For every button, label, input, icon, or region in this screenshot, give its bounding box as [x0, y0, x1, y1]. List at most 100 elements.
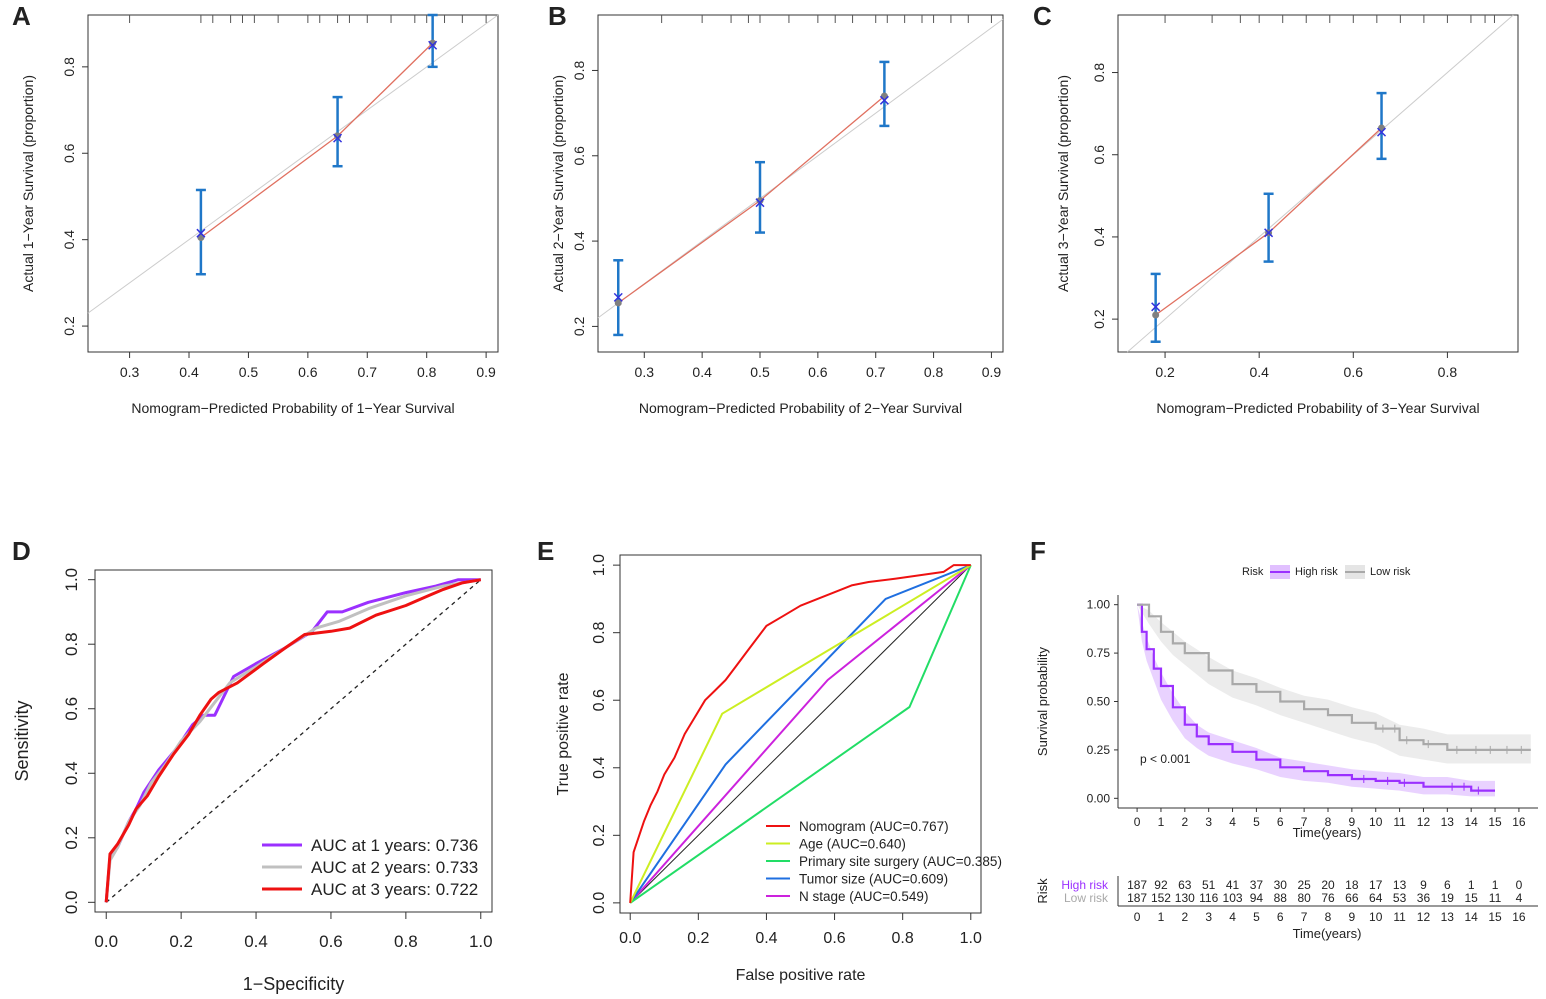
calibration-line	[200, 42, 434, 239]
risk-table-count: 11	[1489, 891, 1502, 905]
risk-table-count: 1	[1468, 878, 1475, 892]
reference-diagonal	[629, 564, 972, 904]
legend-label: AUC at 3 years: 0.722	[311, 880, 478, 899]
x-tick-label: 4	[1229, 815, 1236, 829]
confidence-band	[1137, 604, 1495, 797]
survival-curve	[1137, 603, 1531, 751]
bias-corrected-marker	[1151, 302, 1161, 312]
risk-table-x-tick-label: 13	[1441, 910, 1455, 924]
risk-table-count: 41	[1226, 878, 1240, 892]
panel-letter: E	[537, 536, 554, 566]
panel-letter: B	[548, 1, 567, 31]
bias-corrected-marker	[196, 228, 206, 238]
plot-frame	[619, 554, 982, 914]
risk-table-count: 66	[1345, 891, 1359, 905]
risk-table-x-tick-label: 16	[1512, 910, 1526, 924]
risk-table-count: 1	[1492, 878, 1499, 892]
y-tick-label: 0.4	[571, 231, 587, 251]
y-tick-label: 0.6	[571, 146, 587, 166]
y-tick-label: 0.8	[591, 621, 608, 643]
risk-table-count: 53	[1393, 891, 1407, 905]
risk-table-count: 20	[1321, 878, 1335, 892]
observed-point	[1152, 311, 1160, 319]
x-tick-label: 0.3	[635, 364, 655, 380]
risk-table-count: 37	[1250, 878, 1264, 892]
risk-table-count: 30	[1274, 878, 1288, 892]
x-tick-label: 0.5	[239, 364, 259, 380]
legend-label: Age (AUC=0.640)	[799, 837, 906, 852]
observed-point	[614, 299, 622, 307]
risk-table-count: 116	[1199, 891, 1218, 905]
y-tick-label: 0.8	[62, 632, 81, 656]
x-tick-label: 0.4	[755, 930, 777, 947]
x-tick-label: 1.0	[960, 930, 982, 947]
x-tick-label: 8	[1325, 815, 1332, 829]
risk-table-count: 13	[1393, 878, 1407, 892]
x-tick-label: 14	[1465, 815, 1479, 829]
y-tick-label: 0.2	[61, 316, 77, 336]
legend-label: Primary site surgery (AUC=0.385)	[799, 854, 1002, 869]
legend-label: N stage (AUC=0.549)	[799, 889, 928, 904]
y-axis-label: Actual 2−Year Survival (proportion)	[550, 75, 566, 292]
risk-table-row-label: Low risk	[1064, 891, 1109, 905]
x-tick-label: 0	[1134, 815, 1141, 829]
roc-curve-2	[629, 564, 972, 904]
risk-table-count: 4	[1516, 891, 1523, 905]
x-tick-label: 13	[1441, 815, 1455, 829]
legend-label: High risk	[1295, 566, 1338, 578]
x-tick-label: 1.0	[469, 932, 493, 951]
x-axis-label: Nomogram−Predicted Probability of 1−Year…	[131, 400, 454, 416]
x-axis-label: Time(years)	[1293, 825, 1362, 840]
x-tick-label: 9	[1349, 815, 1356, 829]
risk-table-count: 152	[1151, 891, 1171, 905]
x-tick-label: 12	[1417, 815, 1431, 829]
x-tick-label: 0.2	[687, 930, 709, 947]
risk-table-row-label: High risk	[1061, 878, 1109, 892]
x-tick-label: 0.8	[892, 930, 914, 947]
risk-table-x-tick-label: 12	[1417, 910, 1431, 924]
x-tick-label: 0.8	[1438, 364, 1458, 380]
legend-label: Tumor size (AUC=0.609)	[799, 872, 948, 887]
x-axis-label: Nomogram−Predicted Probability of 3−Year…	[1156, 400, 1479, 416]
bias-corrected-marker	[333, 133, 343, 143]
roc-curve-3	[629, 564, 972, 904]
bias-corrected-marker	[1264, 228, 1274, 238]
y-tick-label: 0.2	[571, 316, 587, 336]
panel-letter: D	[12, 536, 31, 566]
risk-table-count: 92	[1154, 878, 1168, 892]
confidence-band	[1137, 604, 1531, 764]
x-tick-label: 7	[1301, 815, 1308, 829]
x-tick-label: 0.3	[120, 364, 140, 380]
x-tick-label: 0.0	[619, 930, 641, 947]
bias-corrected-marker	[428, 40, 438, 50]
y-tick-label: 0.4	[62, 761, 81, 785]
panel-letter: A	[12, 1, 31, 31]
roc-curve-0	[629, 564, 971, 903]
x-tick-label: 0.2	[169, 932, 193, 951]
panel-letter: F	[1030, 536, 1046, 566]
y-tick-label: 0.4	[61, 230, 77, 250]
risk-table-x-axis-label: Time(years)	[1293, 926, 1362, 941]
x-tick-label: 5	[1253, 815, 1260, 829]
bias-corrected-marker	[879, 95, 889, 105]
x-tick-label: 0.7	[358, 364, 378, 380]
y-tick-label: 0.4	[591, 757, 608, 779]
x-tick-label: 0.8	[417, 364, 437, 380]
y-tick-label: 0.2	[591, 824, 608, 846]
x-tick-label: 0.6	[808, 364, 828, 380]
y-tick-label: 0.6	[62, 697, 81, 721]
x-tick-label: 0.7	[866, 364, 886, 380]
y-tick-label: 0.00	[1087, 791, 1111, 805]
risk-table-count: 88	[1274, 891, 1288, 905]
reference-diagonal	[105, 579, 482, 903]
plot-frame	[1117, 14, 1519, 353]
x-tick-label: 2	[1181, 815, 1188, 829]
roc-curve-1	[629, 564, 972, 904]
x-tick-label: 0.4	[244, 932, 268, 951]
legend-label: Low risk	[1370, 566, 1411, 578]
x-tick-label: 0.2	[1155, 364, 1175, 380]
y-tick-label: 0.8	[571, 61, 587, 81]
y-tick-label: 0.6	[61, 143, 77, 163]
x-tick-label: 3	[1205, 815, 1212, 829]
legend-label: Nomogram (AUC=0.767)	[799, 819, 949, 834]
